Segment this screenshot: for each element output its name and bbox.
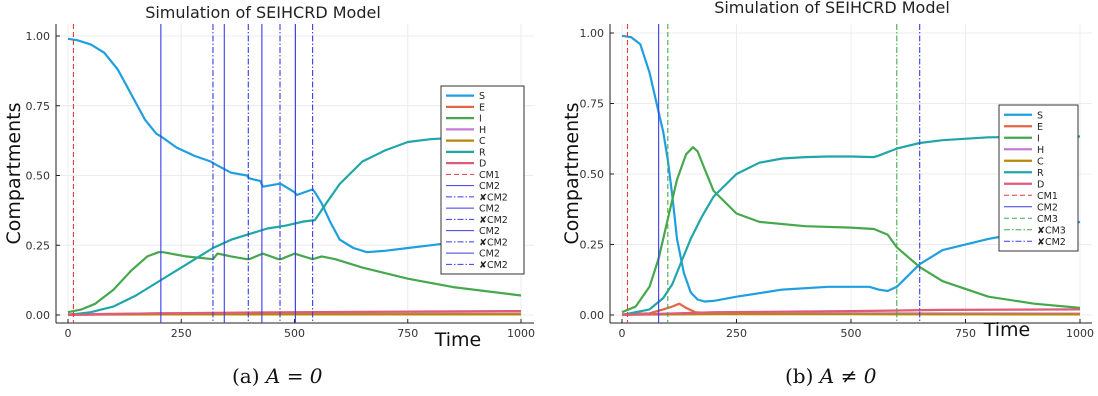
legend-box (998, 104, 1079, 252)
x-tick-label: 500 (841, 327, 862, 340)
series-line-d (67, 310, 522, 317)
legend-label: CM2 (479, 226, 500, 237)
x-tick-label: 1000 (507, 327, 535, 340)
x-tick-label: 250 (726, 327, 747, 340)
legend-label: CM2 (479, 249, 500, 260)
legend-label: ✘CM2 (479, 237, 508, 248)
x-tick-label: 750 (955, 327, 976, 340)
chart-panel-1: Simulation of SEIHCRD Model 0 250 500 750 100… (561, 0, 1094, 341)
x-tick-label: 0 (65, 327, 72, 340)
legend-label: R (479, 147, 486, 158)
y-tick-label: 0.75 (26, 100, 51, 113)
chart-title: Simulation of SEIHCRD Model (714, 0, 950, 17)
legend-label: ✘CM2 (479, 215, 508, 226)
legend-label: CM2 (1037, 202, 1058, 213)
y-tick-label: 0.00 (580, 309, 605, 322)
legend-label: ✘CM2 (479, 260, 508, 271)
y-tick-label: 0.50 (26, 170, 51, 183)
y-tick-label: 0.25 (26, 239, 51, 252)
legend-label: I (479, 114, 482, 125)
caption-a: (a) A = 0 (232, 364, 323, 388)
y-tick-label: 0.50 (580, 168, 605, 181)
series-line-r (621, 135, 1081, 317)
y-axis-label: Compartments (561, 103, 583, 245)
legend-label: I (1037, 133, 1040, 144)
legend-label: E (479, 102, 485, 113)
x-axis-label: Time (983, 319, 1031, 341)
legend-label: D (1037, 179, 1044, 190)
series-line-s (621, 34, 1081, 303)
chart-title: Simulation of SEIHCRD Model (145, 3, 381, 22)
y-tick-label: 1.00 (26, 30, 51, 43)
legend-label: R (1037, 168, 1044, 179)
chart-panel-0: Simulation of SEIHCRD Model 0 250 500 750 100… (3, 3, 535, 351)
legend-label: CM2 (479, 204, 500, 215)
series-line-i (621, 146, 1081, 314)
series-line-d (621, 308, 1081, 317)
caption-b: (b) A ≠ 0 (785, 364, 876, 388)
caption-a-label: (a) (232, 364, 260, 388)
x-tick-label: 750 (397, 327, 418, 340)
y-axis-label: Compartments (3, 103, 25, 245)
y-tick-label: 0.25 (580, 239, 605, 252)
caption-a-math: A = 0 (265, 364, 323, 388)
legend-label: S (479, 91, 485, 102)
legend-label: H (479, 125, 486, 136)
y-tick-label: 0.75 (580, 98, 605, 111)
x-tick-label: 1000 (1066, 327, 1094, 340)
legend-label: CM2 (479, 181, 500, 192)
plot-area (621, 24, 1081, 323)
y-tick-label: 1.00 (580, 27, 605, 40)
y-tick-label: 0.00 (26, 309, 51, 322)
x-tick-label: 250 (171, 327, 192, 340)
legend-label: D (479, 159, 486, 170)
legend-label: CM1 (1037, 191, 1058, 202)
legend-label: S (1037, 110, 1043, 121)
series-line-i (67, 251, 522, 314)
plot-area (67, 24, 522, 323)
legend-label: CM1 (479, 170, 500, 181)
legend-label: ✘CM2 (1037, 237, 1066, 248)
legend-label: C (1037, 156, 1044, 167)
legend-label: ✘CM2 (479, 192, 508, 203)
x-tick-label: 0 (619, 327, 626, 340)
legend-label: ✘CM3 (1037, 225, 1066, 236)
legend-label: CM3 (1037, 214, 1058, 225)
x-axis-label: Time (434, 329, 482, 351)
caption-b-math: A ≠ 0 (819, 364, 877, 388)
caption-b-label: (b) (785, 364, 814, 388)
legend-label: H (1037, 145, 1044, 156)
series-line-r (67, 135, 521, 317)
legend-label: C (479, 136, 486, 147)
x-tick-label: 500 (284, 327, 305, 340)
series-line-c (621, 313, 1081, 316)
legend-label: E (1037, 122, 1043, 133)
